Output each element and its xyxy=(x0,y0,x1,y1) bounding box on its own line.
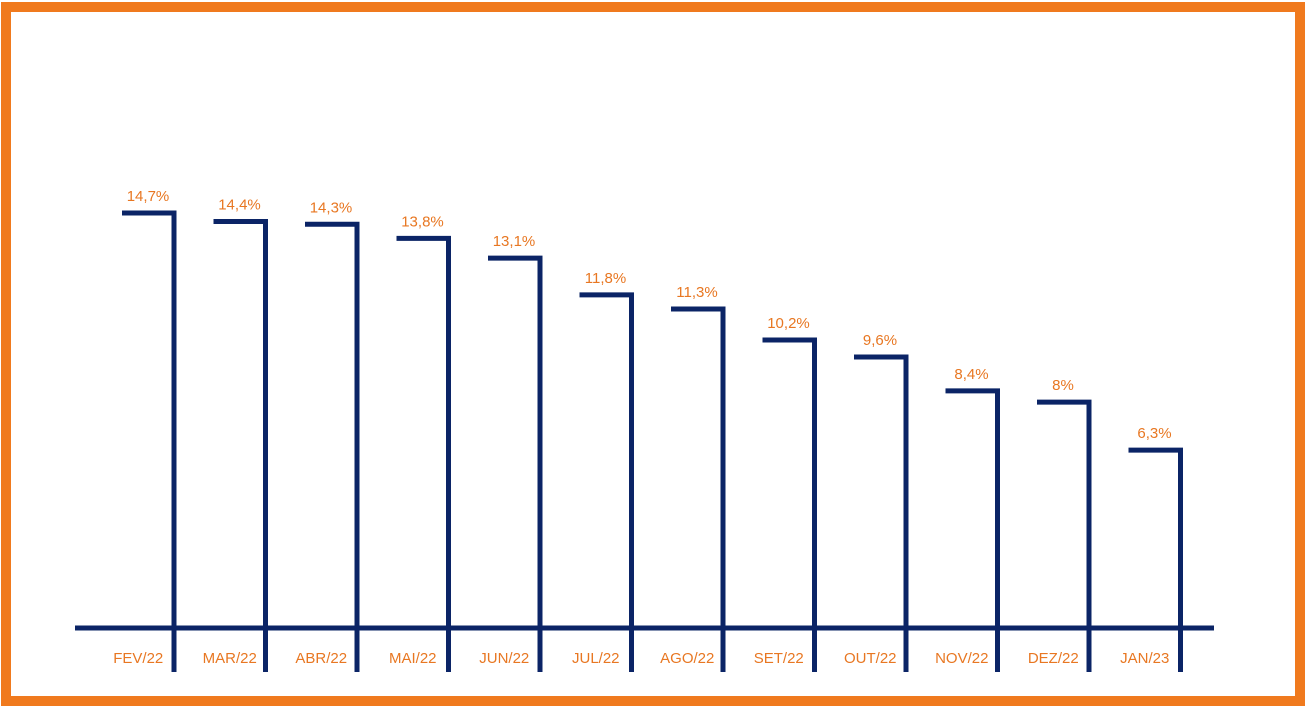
x-tick-label: MAR/22 xyxy=(203,650,257,667)
data-label: 14,7% xyxy=(127,188,170,205)
x-tick-label: JAN/23 xyxy=(1120,650,1169,667)
bar-mark xyxy=(579,292,634,672)
x-tick-label: OUT/22 xyxy=(844,650,897,667)
bar-mark xyxy=(854,354,909,672)
x-tick-label: ABR/22 xyxy=(295,650,347,667)
x-tick-label: JUN/22 xyxy=(479,650,529,667)
x-tick-label: DEZ/22 xyxy=(1028,650,1079,667)
plot-area: 14,7% FEV/22 14,4% MAR/22 14,3% ABR/22 13,8% MA… xyxy=(75,188,1214,672)
x-tick-label: FEV/22 xyxy=(113,650,163,667)
data-label: 13,8% xyxy=(401,213,444,230)
data-label: 10,2% xyxy=(767,315,810,332)
data-label: 14,4% xyxy=(218,196,261,213)
data-label: 9,6% xyxy=(863,332,897,349)
bar-mark xyxy=(213,218,268,672)
bar-mark xyxy=(1037,399,1092,672)
data-label: 8,4% xyxy=(954,366,988,383)
bar-mark xyxy=(488,255,543,672)
x-tick-label: SET/22 xyxy=(754,650,804,667)
data-label: 13,1% xyxy=(493,233,536,250)
x-tick-label: JUL/22 xyxy=(572,650,620,667)
x-tick-label: NOV/22 xyxy=(935,650,988,667)
data-label: 14,3% xyxy=(310,199,353,216)
bar-mark xyxy=(671,306,726,672)
x-tick-label: AGO/22 xyxy=(660,650,714,667)
bar-mark xyxy=(945,388,1000,672)
x-tick-label: MAI/22 xyxy=(389,650,437,667)
bar-mark xyxy=(122,210,177,672)
data-label: 6,3% xyxy=(1137,425,1171,442)
data-label: 8% xyxy=(1052,377,1074,394)
bar-mark xyxy=(762,337,817,672)
data-label: 11,8% xyxy=(585,270,626,287)
bar-mark xyxy=(396,235,451,672)
bar-mark xyxy=(305,221,360,672)
bar-mark xyxy=(1128,447,1183,672)
data-label: 11,3% xyxy=(676,284,717,301)
